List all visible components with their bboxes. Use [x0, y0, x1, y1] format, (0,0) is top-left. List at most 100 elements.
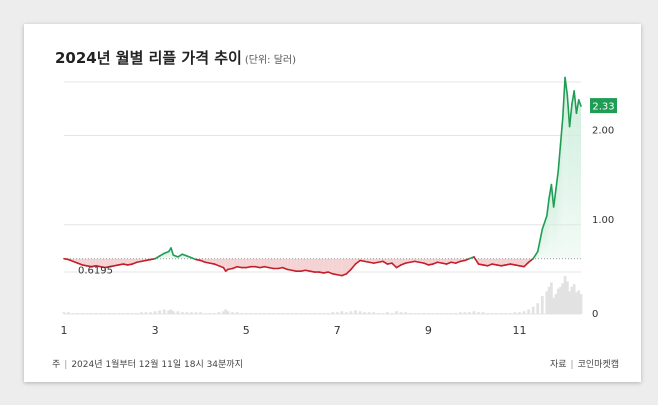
price-line-segment: [575, 99, 580, 115]
down-fill: [501, 258, 506, 266]
volume-bar: [395, 311, 398, 314]
volume-bar: [308, 313, 312, 314]
volume-bar: [572, 284, 576, 314]
y-tick-label: 1.00: [592, 215, 614, 226]
volume-bar: [217, 312, 221, 314]
volume-bar: [413, 313, 417, 314]
volume-bar: [304, 313, 307, 314]
volume-bar: [499, 313, 503, 314]
price-line-segment: [67, 258, 74, 263]
volume-bar: [162, 309, 166, 314]
volume-bar: [276, 313, 280, 314]
footnote-prefix: 주: [52, 360, 61, 370]
volume-bar: [399, 312, 403, 314]
volume-bar: [372, 312, 376, 314]
down-fill: [91, 258, 96, 267]
price-line-segment: [568, 103, 573, 128]
down-fill: [341, 258, 347, 276]
down-fill: [309, 258, 315, 273]
price-line-segment: [532, 250, 539, 260]
volume-bar: [326, 313, 330, 314]
price-line-segment: [181, 253, 188, 257]
volume-bar: [486, 313, 489, 314]
volume-bar: [449, 313, 453, 314]
volume-bar: [504, 313, 508, 314]
volume-bar: [568, 291, 571, 314]
source: 자료 | 코인마켓캡: [549, 360, 619, 370]
down-fill: [314, 258, 320, 273]
price-line-segment: [327, 271, 334, 275]
volume-bar: [76, 313, 80, 314]
volume-bar: [527, 309, 530, 314]
volume-bar: [422, 313, 426, 314]
price-line-segment: [552, 188, 557, 208]
chart-unit: (단위: 달러): [244, 55, 296, 66]
price-line-segment: [573, 90, 578, 115]
volume-bar: [565, 281, 569, 314]
price-line-segment: [432, 261, 439, 265]
down-fill: [305, 258, 310, 272]
price-line-segment: [464, 257, 471, 262]
up-fill: [560, 117, 563, 259]
down-fill: [118, 258, 124, 265]
volume-bar: [185, 312, 189, 314]
price-line-segment: [454, 260, 462, 264]
down-fill: [300, 258, 306, 272]
volume-bar: [144, 312, 148, 314]
volume-bar: [363, 312, 367, 314]
down-fill: [250, 258, 256, 267]
volume-bar: [536, 303, 540, 314]
x-tick-label: 1: [61, 324, 68, 337]
volume-bar: [62, 312, 66, 314]
volume-bar: [290, 313, 294, 314]
volume-bar: [463, 312, 467, 314]
footnote-text: 2024년 1월부터 12월 11일 18시 34분까지: [71, 360, 243, 370]
volume-bar: [249, 313, 253, 314]
volume-bar: [468, 312, 471, 314]
volume-bar: [281, 313, 285, 314]
volume-bar: [345, 312, 348, 314]
down-fill: [323, 258, 329, 273]
volume-bar: [331, 312, 335, 314]
price-line-segment: [354, 259, 361, 265]
volume-bar: [85, 313, 89, 314]
volume-bar: [358, 311, 362, 314]
last-value-badge: [590, 98, 617, 114]
down-fill: [82, 258, 87, 266]
volume-bar: [80, 313, 84, 314]
down-fill: [100, 258, 105, 268]
down-fill: [328, 258, 333, 274]
volume-bar: [117, 313, 121, 314]
up-fill: [562, 77, 566, 259]
price-line-segment: [231, 265, 238, 270]
volume-bar: [208, 313, 212, 314]
price-line-segment: [199, 259, 207, 264]
volume-bar: [121, 313, 125, 314]
down-fill: [127, 258, 133, 265]
volume-bar: [376, 313, 380, 314]
volume-bar: [267, 313, 271, 314]
price-line-segment: [445, 261, 452, 265]
down-fill: [123, 258, 128, 265]
volume-bar: [550, 282, 553, 314]
price-line-segment: [186, 255, 193, 259]
down-fill: [109, 258, 115, 267]
down-fill: [505, 258, 511, 265]
down-fill: [264, 258, 269, 268]
down-fill: [259, 258, 265, 268]
down-fill: [227, 258, 233, 270]
volume-bar: [408, 313, 412, 314]
volume-bar: [130, 313, 134, 314]
volume-bar: [203, 313, 207, 314]
volume-bar: [299, 313, 303, 314]
price-line-segment: [557, 143, 562, 173]
up-fill: [565, 77, 568, 259]
x-tick-label: 9: [425, 324, 432, 337]
x-tick-label: 7: [334, 324, 341, 337]
volume-bar: [226, 311, 230, 314]
volume-bar: [153, 311, 157, 314]
price-line-segment: [177, 253, 184, 258]
price-line-segment: [218, 265, 225, 269]
down-fill: [273, 258, 279, 269]
volume-bar: [272, 313, 275, 314]
